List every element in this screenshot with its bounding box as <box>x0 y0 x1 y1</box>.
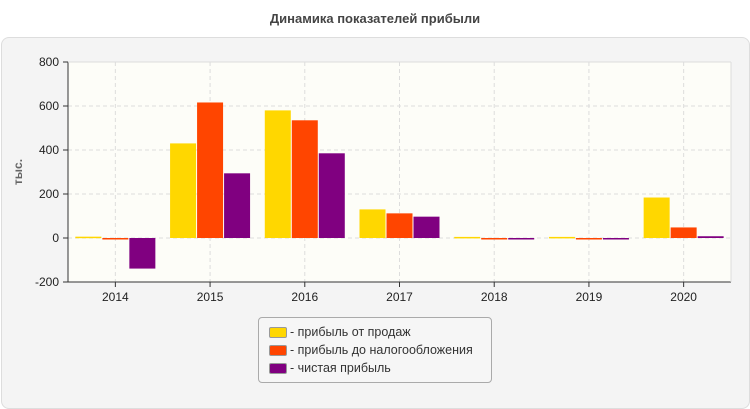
bar <box>291 120 318 238</box>
bar <box>697 236 724 238</box>
chart-title: Динамика показателей прибыли <box>269 11 481 26</box>
bar <box>413 216 440 238</box>
legend-item: - прибыль от продаж <box>269 325 411 339</box>
y-tick-label: 200 <box>39 187 59 201</box>
y-tick-label: -200 <box>35 275 59 289</box>
y-tick-label: 400 <box>39 143 59 157</box>
x-tick-label: 2016 <box>291 290 318 304</box>
bar <box>481 238 508 240</box>
plot-area <box>68 62 731 282</box>
bar <box>129 238 156 269</box>
legend-label: - прибыль до налогообложения <box>290 343 473 357</box>
bar <box>197 102 224 238</box>
bar <box>575 238 602 240</box>
bar <box>548 236 575 239</box>
legend: - прибыль от продаж - прибыль до налогоо… <box>258 317 492 383</box>
x-tick-label: 2020 <box>670 290 697 304</box>
x-tick-label: 2018 <box>481 290 508 304</box>
bar <box>454 236 481 239</box>
legend-swatch <box>269 344 287 356</box>
x-tick-label: 2015 <box>197 290 224 304</box>
legend-item: - прибыль до налогообложения <box>269 343 473 357</box>
legend-label: - чистая прибыль <box>290 361 391 375</box>
bar <box>170 143 197 238</box>
x-tick-label: 2017 <box>386 290 413 304</box>
bar <box>264 110 291 238</box>
bar <box>602 238 629 240</box>
x-tick-label: 2019 <box>576 290 603 304</box>
y-tick-label: 800 <box>39 55 59 69</box>
bar <box>386 213 413 238</box>
bar <box>508 238 535 240</box>
x-tick-label: 2014 <box>102 290 129 304</box>
bar <box>670 227 697 238</box>
bar-chart: -200 0 200 400 600 800 2014 2015 2016 2017 2018 201… <box>11 55 732 304</box>
y-axis-label: тыс. <box>11 159 25 185</box>
y-tick-label: 600 <box>39 99 59 113</box>
bar <box>224 173 251 238</box>
legend-swatch <box>269 362 287 374</box>
legend-swatch <box>269 326 287 338</box>
bar <box>359 209 386 238</box>
legend-item: - чистая прибыль <box>269 361 391 375</box>
bar <box>102 238 129 240</box>
y-tick-label: 0 <box>52 231 59 245</box>
legend-label: - прибыль от продаж <box>290 325 411 339</box>
bar <box>318 153 345 238</box>
bar <box>643 197 670 238</box>
bar <box>75 236 102 239</box>
